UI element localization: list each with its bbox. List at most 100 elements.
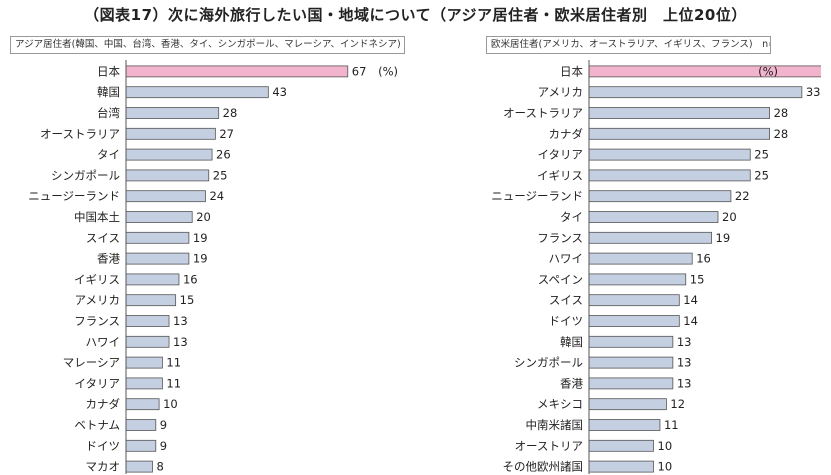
asia-category-label: マレーシア bbox=[63, 356, 120, 370]
asia-bar bbox=[125, 211, 193, 223]
asia-category-label: 中国本土 bbox=[74, 210, 120, 224]
western-value-label: 33 bbox=[806, 85, 821, 99]
western-value-label: 13 bbox=[677, 356, 692, 370]
western-category-label: ハワイ bbox=[549, 252, 584, 266]
asia-value-label: 24 bbox=[209, 189, 224, 203]
western-bar bbox=[588, 273, 687, 286]
asia-value-label: 13 bbox=[173, 335, 188, 349]
western-bar bbox=[588, 315, 680, 327]
asia-panel-header: アジア居住者(韓国、中国、台湾、香港、タイ、シンガポール、マレーシア、インドネシ… bbox=[10, 36, 405, 54]
asia-bar bbox=[125, 315, 170, 327]
asia-value-label: 26 bbox=[216, 148, 231, 162]
asia-category-label: アメリカ bbox=[75, 293, 120, 307]
asia-category-label: 香港 bbox=[97, 252, 120, 266]
asia-value-label: 13 bbox=[173, 314, 188, 328]
asia-bar bbox=[125, 356, 163, 369]
asia-value-label: 15 bbox=[180, 293, 195, 307]
asia-bar bbox=[125, 419, 157, 431]
asia-bar bbox=[125, 294, 177, 307]
asia-bar bbox=[125, 398, 160, 411]
asia-category-label: 日本 bbox=[97, 64, 120, 78]
western-category-label: 日本 bbox=[560, 64, 583, 78]
asia-value-label: 27 bbox=[219, 127, 234, 141]
asia-category-label: ニュージーランド bbox=[28, 189, 120, 203]
asia-bar bbox=[125, 377, 163, 390]
asia-bar bbox=[125, 460, 153, 473]
asia-value-label: 67 bbox=[352, 64, 367, 78]
asia-category-label: イギリス bbox=[74, 272, 120, 286]
asia-value-label: 43 bbox=[272, 85, 287, 99]
western-value-label: 13 bbox=[677, 335, 692, 349]
asia-bar bbox=[125, 190, 206, 203]
asia-value-label: 10 bbox=[163, 397, 178, 411]
asia-category-label: マカオ bbox=[86, 460, 121, 474]
western-category-label: カナダ bbox=[549, 127, 584, 141]
asia-category-label: ベトナム bbox=[74, 418, 120, 432]
western-category-label: 中南米諸国 bbox=[526, 418, 584, 432]
western-value-label: 28 bbox=[774, 106, 789, 120]
asia-value-label: 16 bbox=[183, 272, 198, 286]
asia-value-label: 19 bbox=[193, 252, 208, 266]
western-category-label: 香港 bbox=[560, 376, 583, 390]
western-value-label: 25 bbox=[754, 148, 769, 162]
western-value-label: 16 bbox=[696, 252, 711, 266]
western-value-label: 11 bbox=[664, 418, 679, 432]
western-bar bbox=[588, 439, 654, 452]
western-unit-label: (%) bbox=[758, 64, 778, 78]
asia-unit-label: (%) bbox=[378, 64, 398, 78]
asia-bar-chart: 日本 67 韓国 43 台湾 28 オーストラリア 27 タイ 26 シンガポール 25 ニュージーラン… bbox=[28, 60, 398, 474]
asia-category-label: オーストラリア bbox=[40, 127, 120, 141]
asia-category-label: カナダ bbox=[86, 397, 121, 411]
western-bar bbox=[588, 460, 654, 473]
western-bar bbox=[588, 377, 674, 390]
western-bar bbox=[588, 65, 821, 78]
western-category-label: ドイツ bbox=[549, 314, 584, 328]
western-value-label: 13 bbox=[677, 376, 692, 390]
western-value-label: 14 bbox=[683, 293, 698, 307]
western-value-label: 19 bbox=[716, 231, 731, 245]
chart-title: （図表17）次に海外旅行したい国・地域について（アジア居住者・欧米居住者別 上位… bbox=[84, 6, 747, 24]
asia-bar bbox=[125, 148, 213, 161]
asia-value-label: 11 bbox=[166, 376, 181, 390]
western-category-label: ニュージーランド bbox=[491, 189, 583, 203]
asia-value-label: 11 bbox=[166, 356, 181, 370]
western-bar bbox=[588, 190, 732, 203]
western-bar bbox=[588, 107, 771, 119]
asia-value-label: 9 bbox=[160, 439, 167, 453]
asia-category-label: 韓国 bbox=[97, 85, 120, 99]
asia-category-label: スイス bbox=[86, 231, 120, 245]
western-bar bbox=[588, 86, 803, 99]
western-bar bbox=[588, 356, 674, 369]
asia-value-label: 20 bbox=[196, 210, 211, 224]
western-category-label: イギリス bbox=[537, 168, 583, 182]
western-category-label: アメリカ bbox=[538, 85, 583, 99]
asia-value-label: 25 bbox=[213, 168, 228, 182]
western-value-label: 12 bbox=[670, 397, 685, 411]
western-bar bbox=[588, 148, 751, 161]
asia-category-label: ドイツ bbox=[86, 439, 121, 453]
asia-value-label: 19 bbox=[193, 231, 208, 245]
western-value-label: 14 bbox=[683, 314, 698, 328]
western-bar bbox=[588, 169, 751, 182]
asia-category-label: ハワイ bbox=[86, 335, 121, 349]
western-bar bbox=[588, 252, 693, 265]
asia-bar bbox=[125, 273, 180, 286]
asia-bar bbox=[125, 169, 210, 182]
asia-bar bbox=[125, 86, 269, 99]
asia-category-label: イタリア bbox=[74, 376, 120, 390]
western-category-label: イタリア bbox=[537, 148, 583, 162]
western-bar bbox=[588, 231, 712, 244]
western-category-label: 韓国 bbox=[560, 335, 583, 349]
western-bar bbox=[588, 335, 674, 348]
western-category-label: スイス bbox=[549, 293, 583, 307]
western-value-label: 28 bbox=[774, 127, 789, 141]
western-value-label: 15 bbox=[690, 272, 705, 286]
western-value-label: 20 bbox=[722, 210, 737, 224]
western-category-label: シンガポール bbox=[514, 356, 583, 370]
asia-bar bbox=[125, 335, 170, 348]
asia-category-label: タイ bbox=[97, 148, 120, 162]
western-category-label: メキシコ bbox=[537, 397, 583, 411]
asia-category-label: シンガポール bbox=[51, 168, 120, 182]
asia-bar bbox=[125, 65, 349, 78]
asia-value-label: 28 bbox=[223, 106, 238, 120]
